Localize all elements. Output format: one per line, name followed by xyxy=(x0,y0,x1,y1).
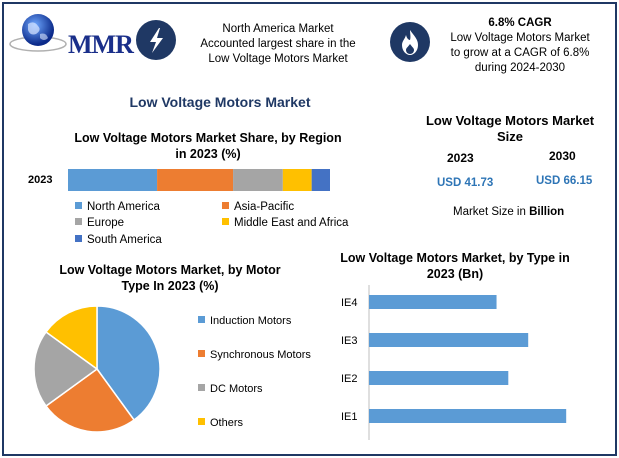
legend-south-america: South America xyxy=(75,234,162,246)
type-tick-label-IE2: IE2 xyxy=(341,373,358,385)
page-title: Low Voltage Motors Market xyxy=(129,94,311,110)
legend-asia-pacific: Asia-Pacific xyxy=(222,201,294,213)
market-size-note: Market Size in Billion xyxy=(453,206,565,218)
region-bar-segment-3 xyxy=(282,169,312,191)
lightning-badge xyxy=(136,20,176,60)
region-chart-title: Low Voltage Motors Market Share, by Regi… xyxy=(74,131,342,161)
region-bar-segment-0 xyxy=(68,169,158,191)
type-tick-label-IE1: IE1 xyxy=(341,411,358,423)
type-tick-label-IE4: IE4 xyxy=(341,297,358,309)
type-bar-IE3 xyxy=(369,333,529,347)
legend-induction-motors: Induction Motors xyxy=(198,315,291,327)
type-bar-IE4 xyxy=(369,295,497,309)
flame-badge xyxy=(390,22,430,62)
legend-north-america: North America xyxy=(75,201,160,213)
legend-dc-motors: DC Motors xyxy=(198,383,263,395)
market-size-title: Low Voltage Motors Market Size xyxy=(425,113,595,144)
legend-middle-east-africa: Middle East and Africa xyxy=(222,217,348,229)
highlight-north-america: North America Market Accounted largest s… xyxy=(200,23,356,65)
region-bar-segment-4 xyxy=(311,169,330,191)
year-2030: 2030 xyxy=(549,149,576,163)
legend-swatch xyxy=(75,202,82,209)
legend-swatch xyxy=(75,218,82,225)
type-bar-IE2 xyxy=(369,371,509,385)
pie-slice-2 xyxy=(33,330,99,408)
pie-slice-1 xyxy=(44,367,136,433)
pie-slice-0 xyxy=(96,305,161,422)
legend-swatch xyxy=(75,235,82,242)
value-2030: USD 66.15 xyxy=(536,175,593,187)
pie-slice-3 xyxy=(44,305,98,371)
type-bar-IE1 xyxy=(369,409,567,423)
pie-chart-title: Low Voltage Motors Market, by Motor Type… xyxy=(59,263,281,293)
legend-synchronous-motors: Synchronous Motors xyxy=(198,349,311,361)
region-category-label: 2023 xyxy=(28,174,53,186)
cagr-title: 6.8% CAGR xyxy=(488,17,552,29)
mmr-logo: MMR xyxy=(8,8,134,59)
highlight-cagr: 6.8% CAGR Low Voltage Motors Market to g… xyxy=(440,16,600,76)
value-2023: USD 41.73 xyxy=(437,177,494,189)
globe-icon xyxy=(9,14,67,52)
type-tick-label-IE3: IE3 xyxy=(341,335,358,347)
legend-swatch xyxy=(222,218,229,225)
flame-icon xyxy=(402,30,418,55)
type-chart-title: Low Voltage Motors Market, by Type in 20… xyxy=(340,251,570,281)
region-bar-segment-1 xyxy=(157,169,234,191)
legend-europe: Europe xyxy=(75,217,124,229)
region-bar-segment-2 xyxy=(233,169,283,191)
legend-swatch xyxy=(222,202,229,209)
lightning-icon xyxy=(150,28,163,53)
year-2023: 2023 xyxy=(447,151,474,165)
logo-text: MMR xyxy=(68,30,134,59)
legend-others: Others xyxy=(198,417,243,429)
